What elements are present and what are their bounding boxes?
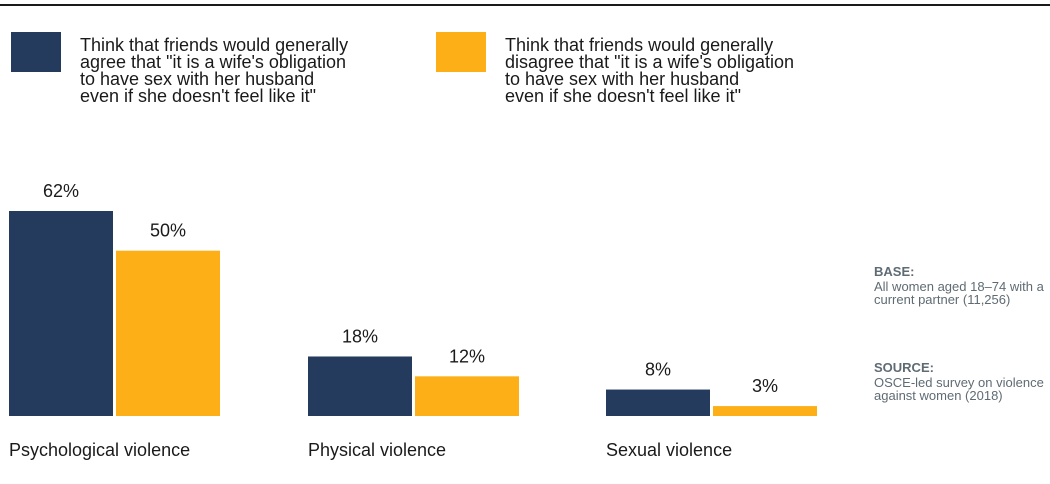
bar-agree-1 bbox=[308, 356, 412, 416]
bar-agree-0 bbox=[9, 211, 113, 416]
value-label: 50% bbox=[150, 221, 186, 241]
legend-label-disagree: Think that friends would generally disag… bbox=[505, 35, 845, 106]
category-label: Physical violence bbox=[308, 440, 446, 460]
base-heading: BASE: bbox=[874, 264, 915, 279]
legend-agree-line: Think that friends would generally bbox=[80, 35, 349, 55]
bar-disagree-1 bbox=[415, 376, 519, 416]
source-text: OSCE-led survey on violence against wome… bbox=[874, 375, 1044, 403]
value-label: 18% bbox=[342, 326, 378, 346]
legend-agree-line: agree that "it is a wife's obligation bbox=[80, 52, 346, 72]
legend-disagree-line: Think that friends would generally bbox=[505, 35, 774, 55]
legend-swatch-agree bbox=[11, 32, 61, 72]
category-label: Psychological violence bbox=[9, 440, 190, 460]
source-note: SOURCE: OSCE-led survey on violence agai… bbox=[874, 361, 1050, 402]
bar-chart: 62% 50% Psychological violence 18% 12% Physic… bbox=[9, 181, 817, 460]
value-label: 62% bbox=[43, 181, 79, 201]
base-text: All women aged 18–74 with a current part… bbox=[874, 279, 1044, 307]
base-note: BASE: All women aged 18–74 with a curren… bbox=[874, 265, 1050, 306]
legend-agree-line: to have sex with her husband bbox=[80, 69, 315, 89]
bar-agree-2 bbox=[606, 389, 710, 416]
value-label: 3% bbox=[752, 376, 778, 396]
bar-disagree-2 bbox=[713, 406, 817, 416]
legend-disagree-line: disagree that "it is a wife's obligation bbox=[505, 52, 794, 72]
category-label: Sexual violence bbox=[606, 440, 732, 460]
legend-disagree-line: to have sex with her husband bbox=[505, 69, 740, 89]
bar-disagree-0 bbox=[116, 250, 220, 416]
value-label: 12% bbox=[449, 346, 485, 366]
legend-label-agree: Think that friends would generally agree… bbox=[80, 35, 420, 106]
legend-agree-line: even if she doesn't feel like it" bbox=[80, 86, 316, 106]
legend-swatch-disagree bbox=[436, 32, 486, 72]
legend-disagree-line: even if she doesn't feel like it" bbox=[505, 86, 741, 106]
top-rule bbox=[0, 4, 1050, 6]
value-label: 8% bbox=[645, 360, 671, 380]
source-heading: SOURCE: bbox=[874, 360, 934, 375]
